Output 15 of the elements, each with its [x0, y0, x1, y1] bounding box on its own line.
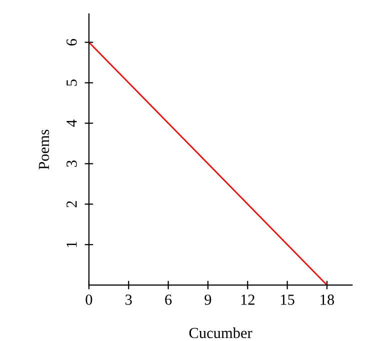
- y-tick-label: 2: [66, 201, 77, 208]
- y-tick-label: 4: [66, 120, 77, 127]
- y-axis-title: Poems: [38, 130, 50, 170]
- y-tick-label: 5: [66, 80, 77, 86]
- x-tick-label: 3: [126, 294, 132, 305]
- y-tick-label: 6: [66, 38, 77, 46]
- y-tick-label: 1: [66, 242, 77, 248]
- x-tick-label: 6: [165, 294, 172, 305]
- x-axis-title: Cucumber: [189, 327, 252, 338]
- x-tick-label: 15: [281, 294, 294, 305]
- x-tick-label: 12: [241, 294, 254, 305]
- y-tick-label: 3: [66, 160, 77, 167]
- x-tick-label: 9: [204, 294, 212, 305]
- x-tick-label: 0: [86, 294, 92, 305]
- x-tick-label: 18: [320, 294, 334, 305]
